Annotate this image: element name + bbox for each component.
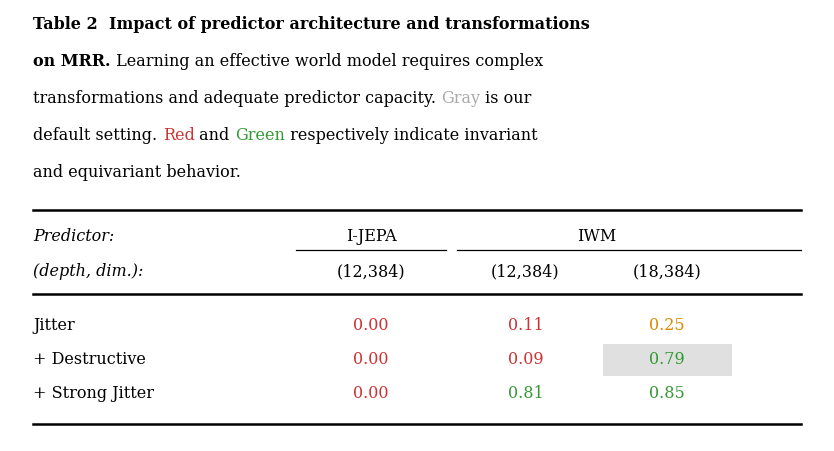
Text: Red: Red: [163, 127, 194, 144]
Text: on MRR.: on MRR.: [33, 53, 111, 70]
Text: respectively indicate invariant: respectively indicate invariant: [284, 127, 537, 144]
Text: 0.09: 0.09: [508, 351, 543, 368]
Text: 0.00: 0.00: [354, 351, 389, 368]
Text: 0.85: 0.85: [650, 385, 685, 402]
Text: (18,384): (18,384): [633, 263, 701, 280]
Text: and: and: [194, 127, 235, 144]
Text: (12,384): (12,384): [337, 263, 405, 280]
Text: Impact of predictor architecture and transformations: Impact of predictor architecture and tra…: [109, 16, 590, 33]
Text: Gray: Gray: [441, 90, 480, 107]
Text: (12,384): (12,384): [491, 263, 560, 280]
Text: I-JEPA: I-JEPA: [346, 228, 396, 245]
Text: Table 2: Table 2: [33, 16, 109, 33]
Text: transformations and adequate predictor capacity.: transformations and adequate predictor c…: [33, 90, 441, 107]
Text: 0.00: 0.00: [354, 317, 389, 334]
Text: 0.79: 0.79: [650, 351, 685, 368]
Text: 0.00: 0.00: [354, 385, 389, 402]
Text: 0.11: 0.11: [508, 317, 543, 334]
Text: + Strong Jitter: + Strong Jitter: [33, 385, 154, 402]
Text: Learning an effective world model requires complex: Learning an effective world model requir…: [111, 53, 543, 70]
Text: and equivariant behavior.: and equivariant behavior.: [33, 164, 241, 181]
Text: 0.25: 0.25: [650, 317, 685, 334]
Text: IWM: IWM: [576, 228, 616, 245]
Text: 0.81: 0.81: [508, 385, 543, 402]
Text: + Destructive: + Destructive: [33, 351, 146, 368]
Text: Green: Green: [235, 127, 284, 144]
Text: default setting.: default setting.: [33, 127, 163, 144]
Text: is our: is our: [480, 90, 532, 107]
Text: Predictor:: Predictor:: [33, 228, 114, 245]
Text: Jitter: Jitter: [33, 317, 75, 334]
Text: (depth, dim.):: (depth, dim.):: [33, 263, 143, 280]
